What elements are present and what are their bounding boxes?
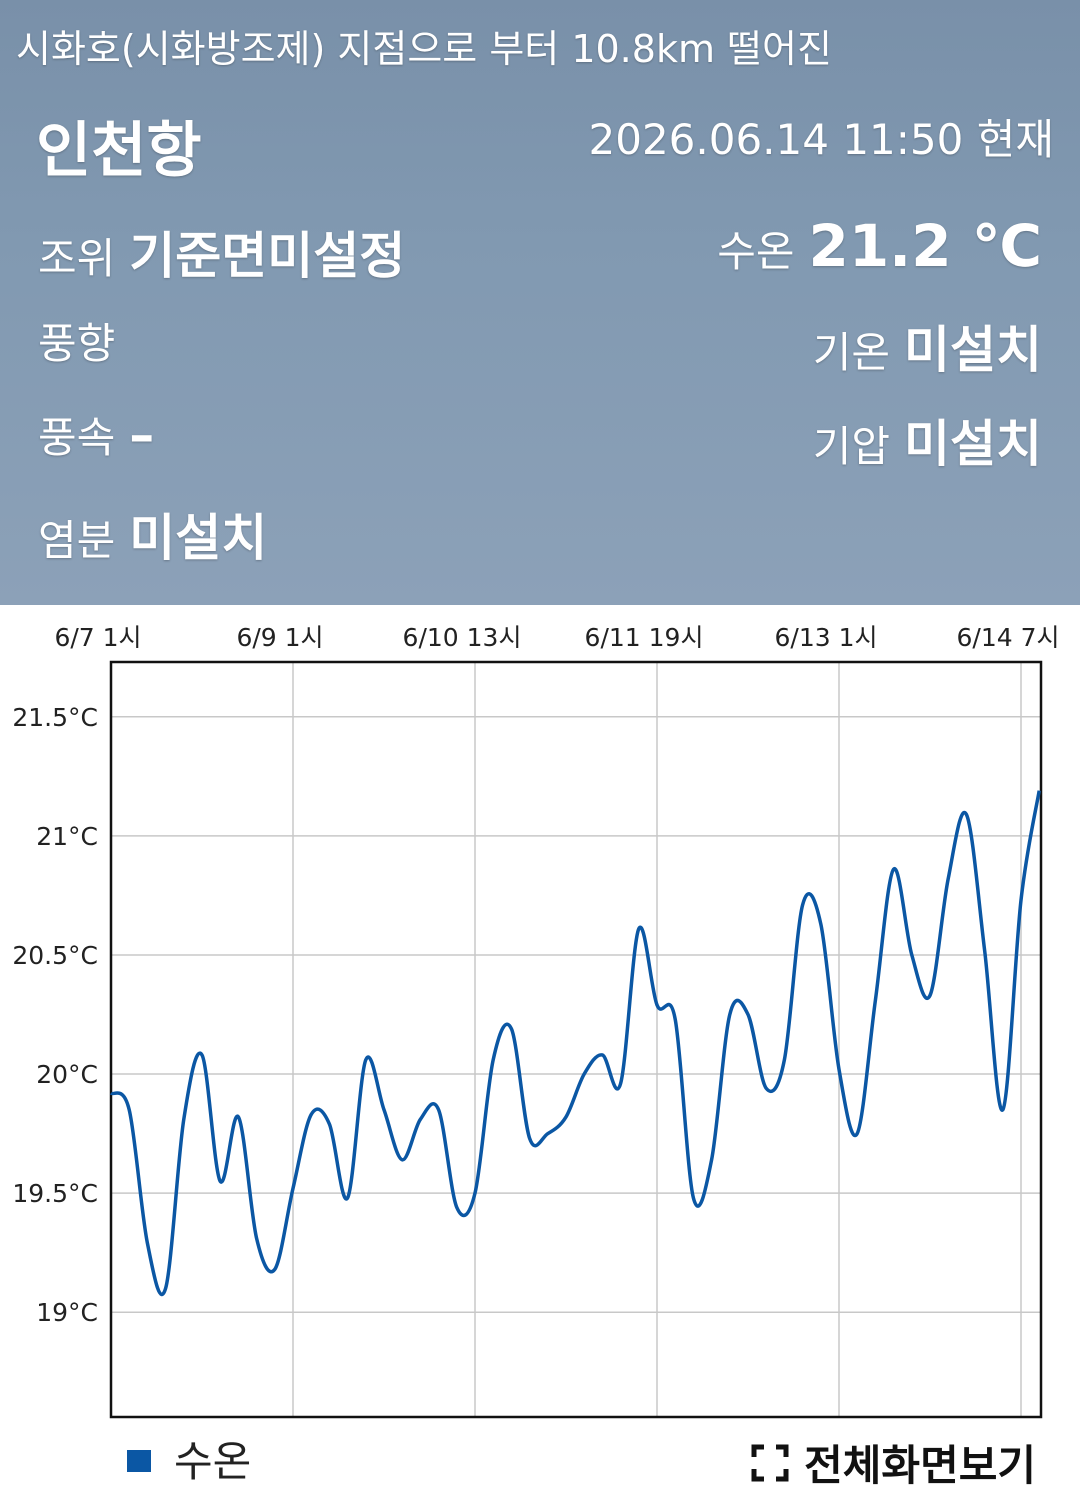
legend-swatch xyxy=(127,1450,151,1472)
observation-label: 수온 xyxy=(717,227,795,276)
observation-label: 기압 xyxy=(812,422,890,471)
observation-row: 수온 21.2 ℃ xyxy=(717,212,1042,280)
observation-row: 풍속 – xyxy=(38,404,154,465)
plot-frame xyxy=(109,660,1043,1419)
observation-label: 풍속 xyxy=(38,413,116,462)
distance-note: 시화호(시화방조제) 지점으로 부터 10.8km 떨어진 xyxy=(16,27,832,71)
observation-value: 미설치 xyxy=(129,509,268,567)
observation-value: 미설치 xyxy=(904,415,1042,473)
legend-label: 수온 xyxy=(174,1437,251,1486)
y-tick-label: 21.5°C xyxy=(12,703,98,732)
observation-row: 기온 미설치 xyxy=(813,310,1042,382)
observation-value: 21.2 ℃ xyxy=(808,212,1042,280)
y-tick-label: 21°C xyxy=(36,822,98,851)
fullscreen-button[interactable]: 전체화면보기 xyxy=(750,1432,1036,1493)
fullscreen-label: 전체화면보기 xyxy=(804,1441,1036,1490)
observation-label: 염분 xyxy=(38,516,116,565)
y-tick-label: 20°C xyxy=(36,1060,98,1089)
observation-row: 조위 기준면미설정 xyxy=(38,216,405,288)
station-name: 인천항 xyxy=(36,116,202,186)
observation-value: 미설치 xyxy=(904,321,1042,379)
observation-label: 풍향 xyxy=(38,319,116,368)
x-tick-label: 6/10 13시 xyxy=(403,623,522,652)
observation-value: 기준면미설정 xyxy=(129,227,406,285)
station-panel: 시화호(시화방조제) 지점으로 부터 10.8km 떨어진 인천항 2026.0… xyxy=(0,0,1080,605)
x-tick-label: 6/13 1시 xyxy=(775,623,878,652)
observation-row: 기압 미설치 xyxy=(813,404,1042,476)
plot-area xyxy=(111,662,1041,1417)
observation-row: 풍향 xyxy=(38,310,115,371)
x-tick-label: 6/9 1시 xyxy=(236,623,323,652)
x-tick-label: 6/11 19시 xyxy=(585,623,704,652)
observation-label: 기온 xyxy=(812,328,890,377)
observation-row: 염분 미설치 xyxy=(38,498,267,570)
timestamp: 2026.06.14 11:50 현재 xyxy=(588,115,1055,164)
x-tick-label: 6/7 1시 xyxy=(54,623,141,652)
data-line xyxy=(109,790,1041,1297)
fullscreen-icon xyxy=(751,1444,789,1481)
y-tick-label: 19°C xyxy=(36,1298,98,1327)
y-tick-label: 20.5°C xyxy=(12,941,98,970)
observation-value: – xyxy=(129,406,155,464)
y-tick-label: 19.5°C xyxy=(12,1179,98,1208)
observation-label: 조위 xyxy=(38,234,116,283)
x-tick-label: 6/14 7시 xyxy=(957,623,1060,652)
